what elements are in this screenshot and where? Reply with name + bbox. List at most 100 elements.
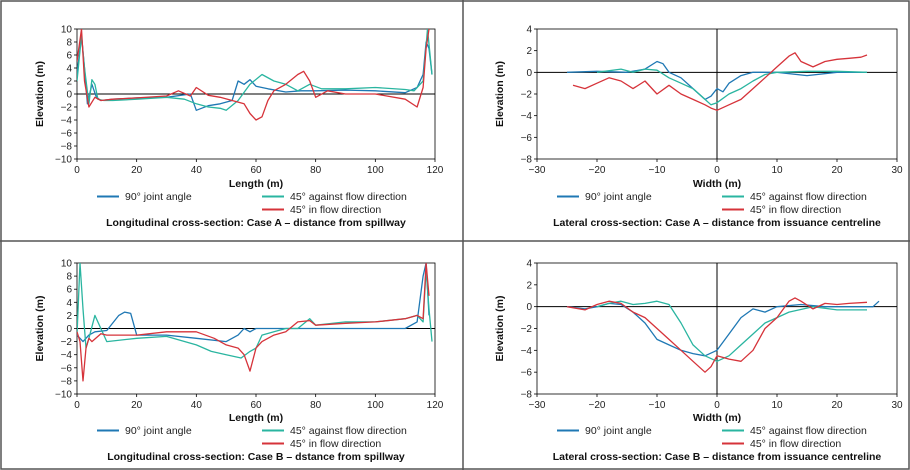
x-tick-label: 20 [831, 400, 843, 411]
y-tick-label: −2 [61, 337, 73, 348]
x-tick-label: −20 [589, 165, 606, 176]
x-tick-label: 40 [191, 165, 203, 176]
series-line-3 [77, 263, 430, 382]
y-tick-label: 0 [526, 302, 532, 313]
x-tick-label: 30 [891, 165, 903, 176]
y-tick-label: −8 [61, 142, 73, 153]
legend-label-2: 45° against flow direction [290, 425, 407, 437]
y-tick-label: −8 [61, 376, 73, 387]
x-tick-label: −30 [529, 165, 546, 176]
y-tick-label: 0 [526, 68, 532, 79]
y-axis-label: Elevation (m) [494, 296, 506, 362]
series-line-2 [596, 300, 867, 362]
y-tick-label: −10 [55, 390, 72, 401]
y-tick-label: 2 [526, 46, 532, 57]
x-tick-label: 100 [367, 400, 384, 411]
panel-title: Lateral cross-section: Case B – distance… [553, 451, 882, 463]
panel-title: Lateral cross-section: Case A – distance… [553, 217, 881, 229]
x-tick-label: 0 [714, 400, 720, 411]
y-tick-label: −2 [521, 90, 533, 101]
y-axis-label: Elevation (m) [34, 61, 46, 127]
y-tick-label: 2 [526, 280, 532, 291]
legend-label-3: 45° in flow direction [290, 438, 381, 450]
series-line-1 [566, 60, 867, 101]
y-tick-label: −6 [61, 129, 73, 140]
x-axis-label: Length (m) [229, 412, 283, 424]
y-axis-label: Elevation (m) [34, 296, 46, 362]
x-tick-label: 0 [74, 400, 80, 411]
legend-label-1: 90° joint angle [585, 425, 652, 437]
x-tick-label: 20 [831, 165, 843, 176]
legend-label-3: 45° in flow direction [290, 204, 381, 216]
series-line-1 [77, 34, 433, 111]
y-tick-label: 6 [66, 285, 72, 296]
legend-label-3: 45° in flow direction [750, 204, 841, 216]
x-tick-label: 80 [310, 165, 322, 176]
legend-label-1: 90° joint angle [125, 191, 192, 203]
y-tick-label: 10 [61, 259, 73, 270]
series-line-3 [572, 52, 868, 111]
y-tick-label: −2 [61, 103, 73, 114]
y-tick-label: −6 [61, 363, 73, 374]
y-tick-label: 10 [61, 25, 73, 36]
x-tick-label: 0 [714, 165, 720, 176]
y-tick-label: 4 [66, 298, 72, 309]
y-tick-label: −6 [521, 133, 533, 144]
legend-label-1: 90° joint angle [125, 425, 192, 437]
y-tick-label: −6 [521, 368, 533, 379]
legend-label-2: 45° against flow direction [290, 191, 407, 203]
legend-label-3: 45° in flow direction [750, 438, 841, 450]
y-tick-label: −8 [521, 390, 533, 401]
series-line-3 [77, 29, 430, 121]
x-tick-label: −30 [529, 400, 546, 411]
x-tick-label: 100 [367, 165, 384, 176]
legend-label-2: 45° against flow direction [750, 191, 867, 203]
x-axis-label: Width (m) [693, 412, 741, 424]
y-tick-label: −10 [55, 155, 72, 166]
y-tick-label: 4 [66, 64, 72, 75]
y-tick-label: −2 [521, 324, 533, 335]
x-tick-label: −20 [589, 400, 606, 411]
x-tick-label: 30 [891, 400, 903, 411]
legend-label-1: 90° joint angle [585, 191, 652, 203]
y-tick-label: −8 [521, 155, 533, 166]
y-tick-label: 4 [526, 25, 532, 36]
x-tick-label: 0 [74, 165, 80, 176]
y-tick-label: 0 [66, 90, 72, 101]
x-tick-label: 10 [771, 165, 783, 176]
y-tick-label: −4 [61, 116, 73, 127]
x-tick-label: 20 [131, 165, 143, 176]
y-tick-label: −4 [521, 346, 533, 357]
x-tick-label: 60 [250, 165, 262, 176]
y-tick-label: 8 [66, 38, 72, 49]
y-tick-label: 0 [66, 324, 72, 335]
y-tick-label: 2 [66, 77, 72, 88]
x-axis-label: Width (m) [693, 178, 741, 190]
series-line-2 [77, 29, 433, 111]
legend-label-2: 45° against flow direction [750, 425, 867, 437]
y-tick-label: 2 [66, 311, 72, 322]
x-tick-label: 120 [427, 165, 444, 176]
y-tick-label: 4 [526, 259, 532, 270]
series-line-1 [77, 263, 430, 343]
series-line-2 [596, 68, 868, 106]
y-tick-label: −4 [61, 350, 73, 361]
y-tick-label: −4 [521, 111, 533, 122]
x-axis-label: Length (m) [229, 178, 283, 190]
x-tick-label: 20 [131, 400, 143, 411]
x-tick-label: −10 [649, 400, 666, 411]
x-tick-label: −10 [649, 165, 666, 176]
y-tick-label: 6 [66, 51, 72, 62]
y-axis-label: Elevation (m) [494, 61, 506, 127]
x-tick-label: 10 [771, 400, 783, 411]
x-tick-label: 40 [191, 400, 203, 411]
x-tick-label: 120 [427, 400, 444, 411]
panel-title: Longitudinal cross-section: Case A – dis… [106, 217, 406, 229]
series-line-3 [566, 297, 868, 373]
